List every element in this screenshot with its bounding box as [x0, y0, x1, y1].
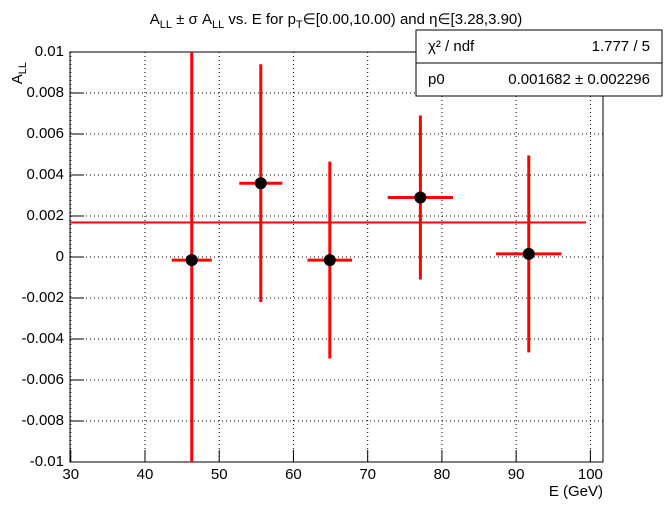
y-tick-label: -0.004	[21, 330, 64, 347]
text-part: ± σ A	[172, 11, 212, 28]
text-part: vs. E for p	[224, 11, 296, 28]
y-tick-label: -0.01	[30, 453, 64, 470]
chart-title: ALL ± σ ALL vs. E for pT∈[0.00,10.00) an…	[150, 11, 523, 31]
y-tick-label: 0.008	[26, 84, 64, 101]
text-part: LL	[160, 19, 172, 31]
y-tick-label: 0	[56, 248, 64, 265]
y-tick-label: 0.01	[35, 43, 64, 60]
text-part: LL	[17, 62, 29, 74]
text-part: ∈[0.00,10.00) and η∈[3.28,3.90)	[303, 11, 523, 28]
x-tick-label: 40	[137, 466, 154, 483]
stats-box: χ² / ndf 1.777 / 5 p0 0.001682 ± 0.002296	[415, 29, 663, 97]
y-tick-label: 0.002	[26, 207, 64, 224]
y-tick-label: -0.006	[21, 371, 64, 388]
stats-value: 0.001682 ± 0.002296	[508, 71, 650, 88]
data-point	[254, 177, 267, 190]
x-tick-label: 80	[434, 466, 451, 483]
y-tick-label: 0.006	[26, 125, 64, 142]
x-tick-label: 60	[285, 466, 302, 483]
plot-frame	[69, 51, 604, 463]
x-tick-label: 90	[508, 466, 525, 483]
text-part: LL	[212, 19, 224, 31]
text-part: A	[9, 74, 26, 84]
x-tick-label: 100	[578, 466, 603, 483]
x-tick-label: 30	[62, 466, 79, 483]
data-point	[185, 254, 198, 267]
y-tick-label: 0.004	[26, 166, 64, 183]
stats-name: p0	[428, 71, 445, 88]
data-point	[414, 191, 427, 204]
y-axis-label: ALL	[9, 62, 29, 84]
data-point	[522, 247, 535, 260]
text-part: A	[150, 11, 160, 28]
stats-value: 1.777 / 5	[592, 38, 650, 55]
x-tick-label: 70	[359, 466, 376, 483]
y-tick-label: -0.008	[21, 412, 64, 429]
text-part: T	[296, 19, 303, 31]
y-tick-label: -0.002	[21, 289, 64, 306]
x-axis-label: E (GeV)	[549, 483, 603, 500]
stats-name: χ² / ndf	[428, 38, 475, 55]
x-tick-label: 50	[211, 466, 228, 483]
data-point	[323, 254, 336, 267]
